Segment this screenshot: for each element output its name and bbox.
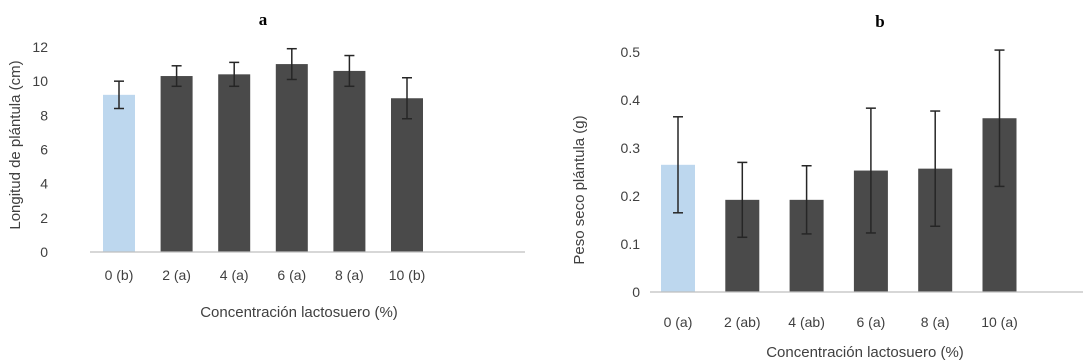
chart-a-category-label: 8 (a) bbox=[335, 267, 364, 283]
chart-b-error-bar bbox=[737, 161, 748, 239]
chart-a-error-bar bbox=[171, 65, 182, 88]
chart-b-category-label: 0 (a) bbox=[664, 314, 693, 330]
chart-b-category-label: 2 (ab) bbox=[724, 314, 761, 330]
chart-b-error-bar bbox=[865, 107, 876, 234]
chart-a-ytick-label: 8 bbox=[40, 107, 48, 123]
chart-a-error-bar bbox=[286, 47, 297, 81]
chart-b-error-bar bbox=[673, 116, 683, 214]
chart-a-plot-area: 0 2 4 6 8 10 12 0 (b) 2 (a) 4 (a) 6 (a) 8 (a) 10 (b) bbox=[32, 39, 525, 283]
chart-b-ytick-label: 0.2 bbox=[621, 188, 641, 204]
chart-a-error-bar bbox=[402, 77, 412, 120]
chart-a-ytick-label: 0 bbox=[40, 244, 48, 260]
chart-b-ylabel: Peso seco plántula (g) bbox=[571, 115, 588, 264]
chart-a-bar bbox=[103, 94, 135, 252]
chart-a-category-label: 4 (a) bbox=[220, 267, 249, 283]
chart-a-category-label: 6 (a) bbox=[277, 267, 306, 283]
chart-a-title: a bbox=[259, 10, 268, 29]
chart-a-ylabel: Longitud de plántula (cm) bbox=[7, 60, 24, 229]
chart-a-error-bar bbox=[114, 80, 124, 110]
chart-a-xlabel: Concentración lactosuero (%) bbox=[200, 304, 398, 321]
chart-b-xlabel: Concentración lactosuero (%) bbox=[766, 344, 964, 361]
chart-a-category-label: 10 (b) bbox=[389, 267, 426, 283]
chart-b-ytick-label: 0 bbox=[632, 284, 640, 300]
chart-b-ytick-label: 0.1 bbox=[621, 236, 641, 252]
chart-b-category-label: 4 (ab) bbox=[788, 314, 825, 330]
chart-a-bar bbox=[275, 64, 308, 252]
chart-b-category-label: 6 (a) bbox=[857, 314, 886, 330]
chart-a-bar bbox=[160, 76, 193, 253]
chart-a-ytick-label: 2 bbox=[40, 210, 48, 226]
chart-a-ytick-label: 6 bbox=[40, 142, 48, 158]
chart-b: b Peso seco plántula (g) Concentración l… bbox=[571, 12, 1083, 361]
chart-a-ytick-label: 4 bbox=[40, 176, 48, 192]
chart-b-error-bar bbox=[930, 110, 941, 227]
chart-b-ytick-label: 0.4 bbox=[621, 92, 641, 108]
chart-b-ytick-label: 0.3 bbox=[621, 140, 641, 156]
chart-a: a Longitud de plántula (cm) Concentració… bbox=[7, 10, 525, 321]
chart-b-category-label: 10 (a) bbox=[981, 314, 1018, 330]
chart-b-error-bar bbox=[994, 49, 1005, 188]
chart-a-bar bbox=[391, 98, 423, 252]
chart-a-bar bbox=[218, 74, 251, 252]
chart-a-error-bar bbox=[344, 54, 355, 88]
chart-b-category-label: 8 (a) bbox=[921, 314, 950, 330]
chart-b-error-bar bbox=[801, 165, 812, 235]
chart-a-category-label: 2 (a) bbox=[162, 267, 191, 283]
chart-b-plot-area: 0 0.1 0.2 0.3 0.4 0.5 0 (a) 2 (ab) 4 (ab) 6 (a) 8 … bbox=[621, 44, 1083, 330]
chart-a-category-label: 0 (b) bbox=[105, 267, 134, 283]
chart-b-ytick-label: 0.5 bbox=[621, 44, 641, 60]
chart-a-ytick-label: 10 bbox=[32, 73, 48, 89]
chart-a-bar bbox=[333, 70, 366, 253]
chart-a-ytick-label: 12 bbox=[32, 39, 48, 55]
chart-b-title: b bbox=[875, 12, 884, 31]
chart-a-error-bar bbox=[229, 61, 240, 88]
